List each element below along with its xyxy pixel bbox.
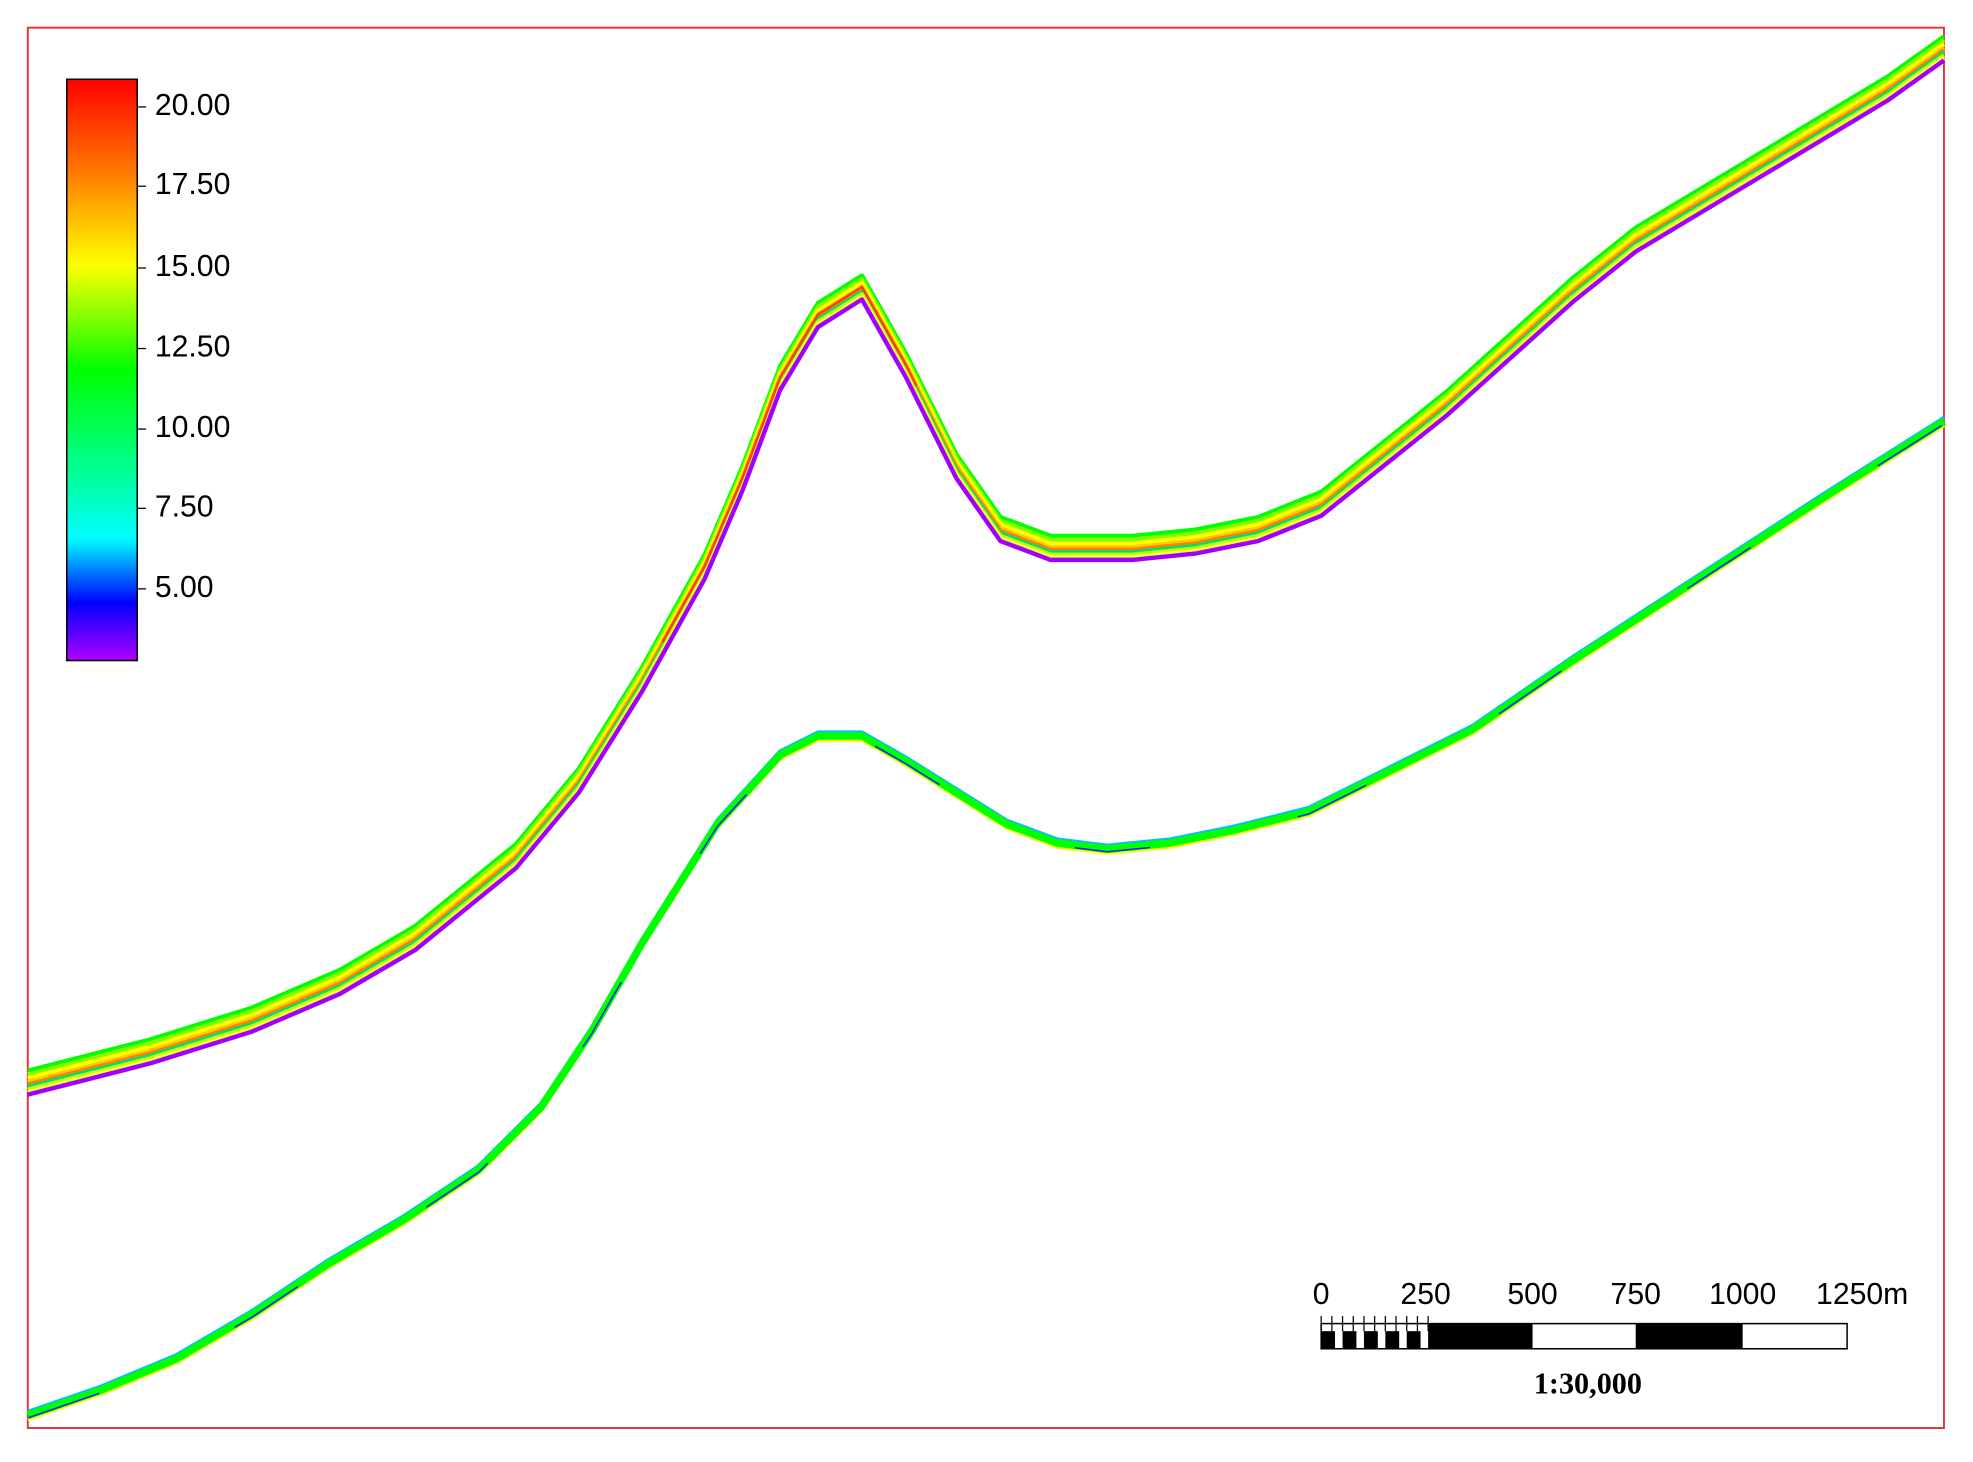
scale-ratio: 1:30,000: [1534, 1366, 1642, 1400]
scale-bar-segment: [1428, 1323, 1533, 1349]
colorbar-label: 5.00: [155, 571, 214, 604]
river-layer: [26, 34, 1946, 1422]
river-band-upper: [27, 58, 1946, 1097]
scale-bar-subsegment: [1385, 1331, 1400, 1349]
scale-bar-outline: [1320, 1322, 1848, 1350]
scale-bar-label: 500: [1507, 1278, 1557, 1311]
scale-bar-segment: [1635, 1323, 1743, 1349]
colorbar-label: 7.50: [155, 490, 214, 523]
colorbar-label: 15.00: [155, 250, 231, 283]
scale-bar-label: 0: [1313, 1278, 1330, 1311]
colorbar-label: 20.00: [155, 89, 231, 122]
scale-bar-subsegment: [1321, 1331, 1336, 1349]
colorbar-ticks: 20.00 17.50 15.00 12.50 10.00 7.50 5.00: [137, 89, 230, 604]
colorbar-label: 12.50: [155, 330, 231, 363]
scale-bar-subsegment: [1363, 1331, 1378, 1349]
scale-bar: 0 250 500 750 1000 1250m: [1313, 1278, 1908, 1350]
river-band-lower-edge: [27, 423, 1945, 1419]
colorbar-label: 17.50: [155, 168, 231, 201]
river-band-lower: [26, 418, 1946, 1420]
colorbar-label: 10.00: [155, 411, 231, 444]
colorbar: [66, 78, 138, 662]
scale-bar-subsegment: [1342, 1331, 1357, 1349]
scale-bar-label: 1000: [1709, 1278, 1776, 1311]
scale-bar-subsegment: [1406, 1331, 1421, 1349]
scale-bar-label: 250: [1400, 1278, 1450, 1311]
scale-bar-label: 1250m: [1816, 1278, 1908, 1311]
scale-bar-label: 750: [1611, 1278, 1661, 1311]
